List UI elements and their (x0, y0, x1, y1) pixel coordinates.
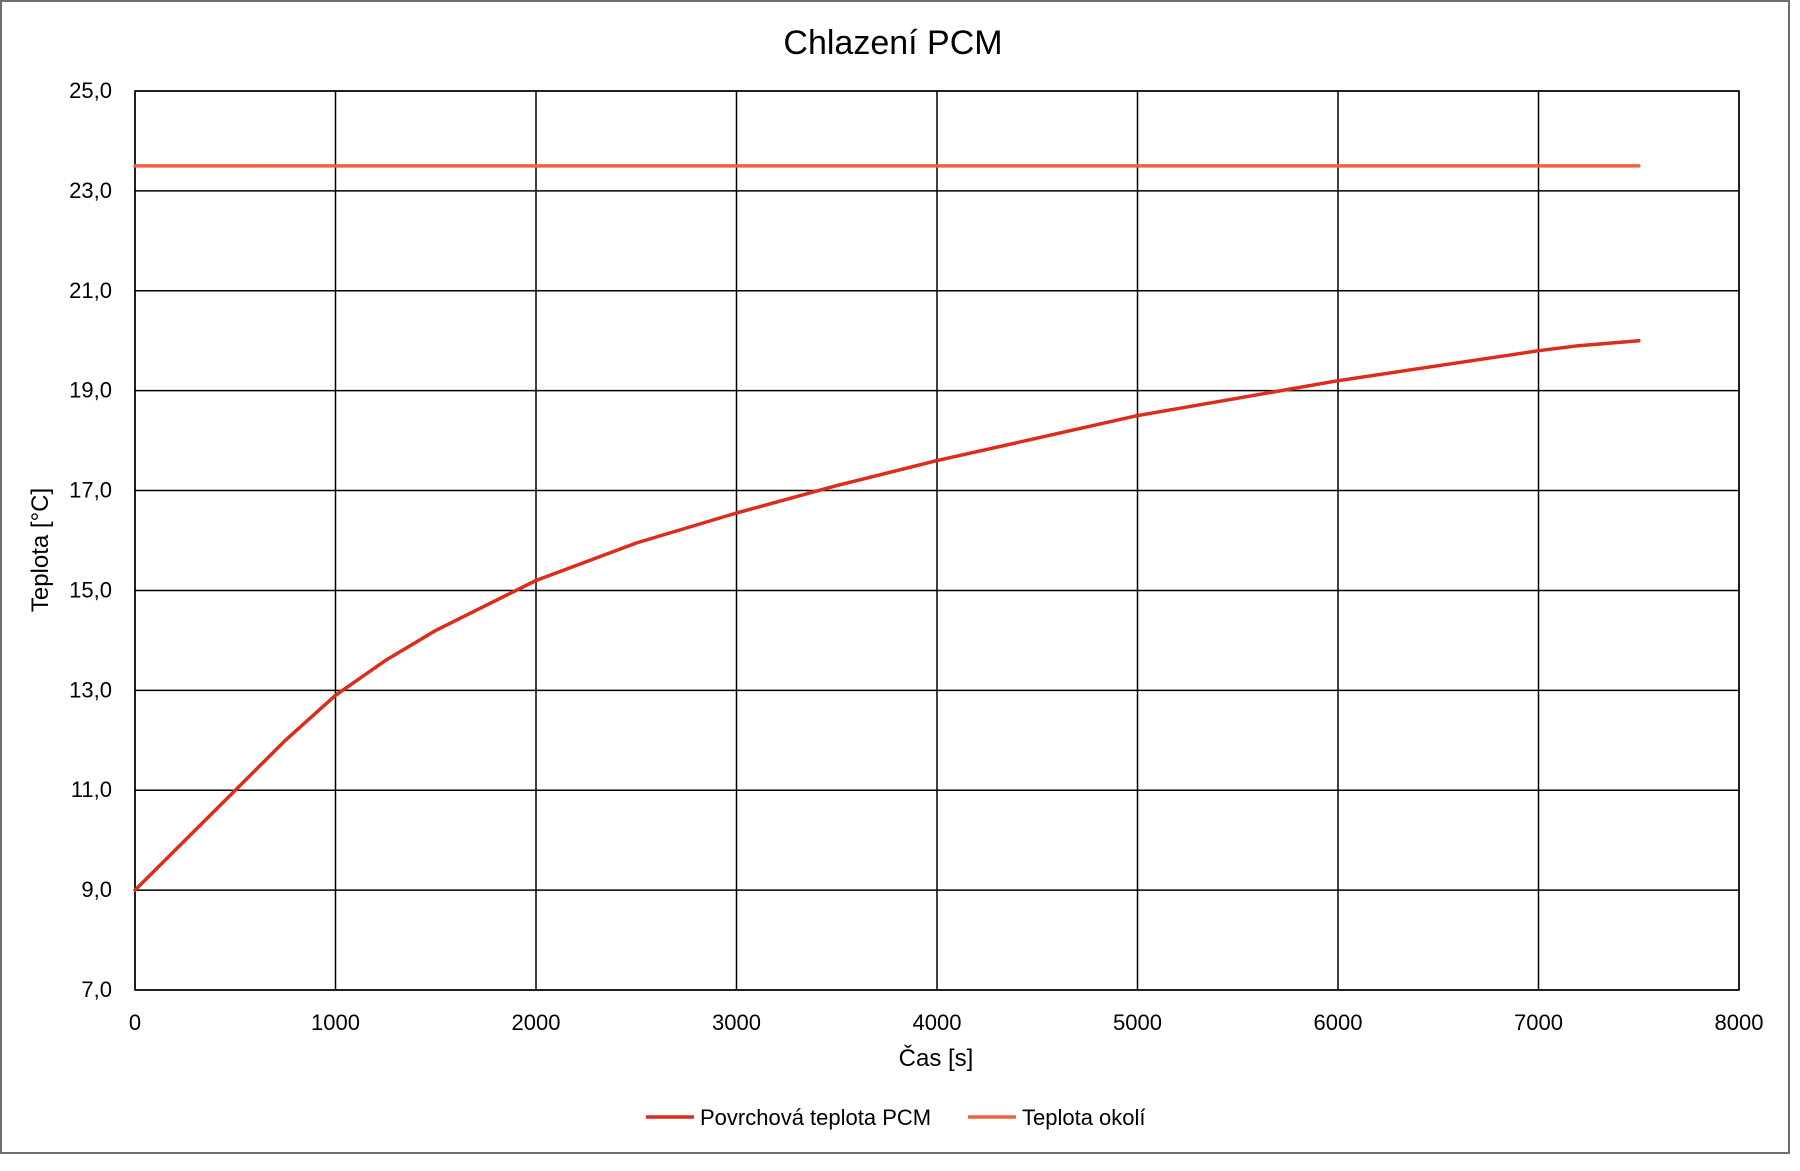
y-axis-tick-labels: 7,0 9,0 11,0 13,0 15,0 17,0 19,0 21,0 23,0 25,0 (69, 78, 112, 1002)
y-tick-label: 15,0 (69, 577, 112, 602)
x-tick-label: 2000 (512, 1010, 561, 1035)
y-tick-label: 11,0 (71, 777, 112, 802)
x-axis-tick-labels: 0 1000 2000 3000 4000 5000 6000 7000 8000 (129, 1010, 1764, 1035)
plot-area-frame (134, 90, 1740, 991)
x-tick-label: 8000 (1715, 1010, 1764, 1035)
x-tick-label: 7000 (1514, 1010, 1563, 1035)
y-tick-label: 17,0 (69, 478, 112, 503)
x-axis-title: Čas [s] (899, 1044, 974, 1072)
y-tick-label: 9,0 (81, 877, 112, 902)
series-lines (133, 164, 1641, 892)
legend: Povrchová teplota PCM Teplota okolí (646, 1105, 1146, 1130)
y-tick-label: 13,0 (69, 677, 112, 702)
y-tick-label: 7,0 (81, 977, 112, 1002)
y-tick-label: 25,0 (69, 78, 112, 103)
legend-label-pcm: Povrchová teplota PCM (700, 1105, 931, 1130)
x-tick-label: 6000 (1314, 1010, 1363, 1035)
y-tick-label: 19,0 (69, 378, 112, 403)
y-tick-label: 23,0 (69, 178, 112, 203)
x-tick-label: 3000 (712, 1010, 761, 1035)
x-tick-label: 5000 (1113, 1010, 1162, 1035)
y-axis-title: Teplota [°C] (27, 488, 54, 612)
chart-title: Chlazení PCM (783, 24, 1002, 62)
x-tick-label: 0 (129, 1010, 141, 1035)
y-tick-label: 21,0 (69, 278, 112, 303)
series-line-0 (133, 338, 1641, 892)
legend-label-ambient: Teplota okolí (1022, 1105, 1146, 1130)
x-tick-label: 1000 (311, 1010, 360, 1035)
x-tick-label: 4000 (913, 1010, 962, 1035)
